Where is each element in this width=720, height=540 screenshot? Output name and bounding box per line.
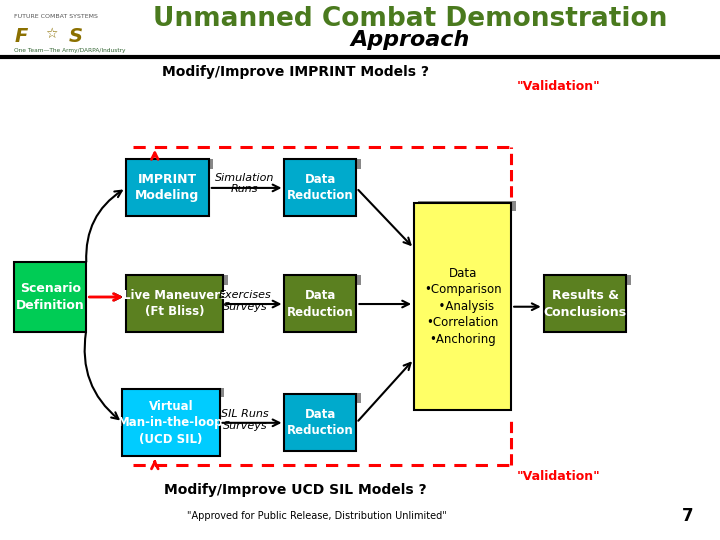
Text: Modify/Improve IMPRINT Models ?: Modify/Improve IMPRINT Models ?: [162, 65, 428, 79]
Text: "Validation": "Validation": [517, 80, 600, 93]
Bar: [289, 275, 361, 285]
Text: Unmanned Combat Demonstration: Unmanned Combat Demonstration: [153, 6, 667, 32]
Text: Scenario
Definition: Scenario Definition: [16, 282, 85, 312]
Text: F: F: [14, 27, 28, 46]
Bar: [548, 275, 631, 285]
FancyBboxPatch shape: [414, 202, 511, 410]
Text: ☆: ☆: [45, 27, 57, 41]
Text: Data
Reduction: Data Reduction: [287, 408, 354, 437]
Text: Simulation
Runs: Simulation Runs: [215, 173, 274, 194]
Text: Results &
Conclusions: Results & Conclusions: [544, 289, 626, 319]
Bar: [130, 159, 213, 169]
FancyBboxPatch shape: [284, 394, 356, 451]
Text: S: S: [68, 27, 82, 46]
Text: IMPRINT
Modeling: IMPRINT Modeling: [135, 173, 199, 202]
Text: 7: 7: [682, 507, 693, 525]
Bar: [127, 388, 224, 397]
Text: FUTURE COMBAT SYSTEMS: FUTURE COMBAT SYSTEMS: [14, 14, 98, 18]
Bar: [418, 201, 516, 211]
Bar: [289, 393, 361, 403]
FancyBboxPatch shape: [126, 275, 223, 332]
FancyBboxPatch shape: [544, 275, 626, 332]
Text: "Approved for Public Release, Distribution Unlimited": "Approved for Public Release, Distributi…: [187, 511, 446, 521]
Text: Live Maneuvers
(Ft Bliss): Live Maneuvers (Ft Bliss): [122, 289, 227, 319]
Text: SIL Runs
Surveys: SIL Runs Surveys: [221, 409, 269, 431]
FancyBboxPatch shape: [126, 159, 209, 216]
FancyBboxPatch shape: [284, 275, 356, 332]
Text: Virtual
Man-in-the-loop
(UCD SIL): Virtual Man-in-the-loop (UCD SIL): [118, 400, 224, 446]
FancyBboxPatch shape: [284, 159, 356, 216]
FancyBboxPatch shape: [122, 389, 220, 456]
Text: Data
Reduction: Data Reduction: [287, 173, 354, 202]
Text: "Validation": "Validation": [517, 470, 600, 483]
Text: Exercises
Surveys: Exercises Surveys: [218, 290, 271, 312]
Text: One Team—The Army/DARPA/Industry: One Team—The Army/DARPA/Industry: [14, 48, 126, 52]
Text: Approach: Approach: [351, 30, 470, 51]
Bar: [289, 159, 361, 169]
Text: Data
Reduction: Data Reduction: [287, 289, 354, 319]
Text: Modify/Improve UCD SIL Models ?: Modify/Improve UCD SIL Models ?: [164, 483, 426, 497]
Bar: [130, 275, 228, 285]
Text: Data
•Comparison
  •Analysis
•Correlation
•Anchoring: Data •Comparison •Analysis •Correlation …: [424, 267, 501, 346]
FancyBboxPatch shape: [14, 262, 86, 332]
